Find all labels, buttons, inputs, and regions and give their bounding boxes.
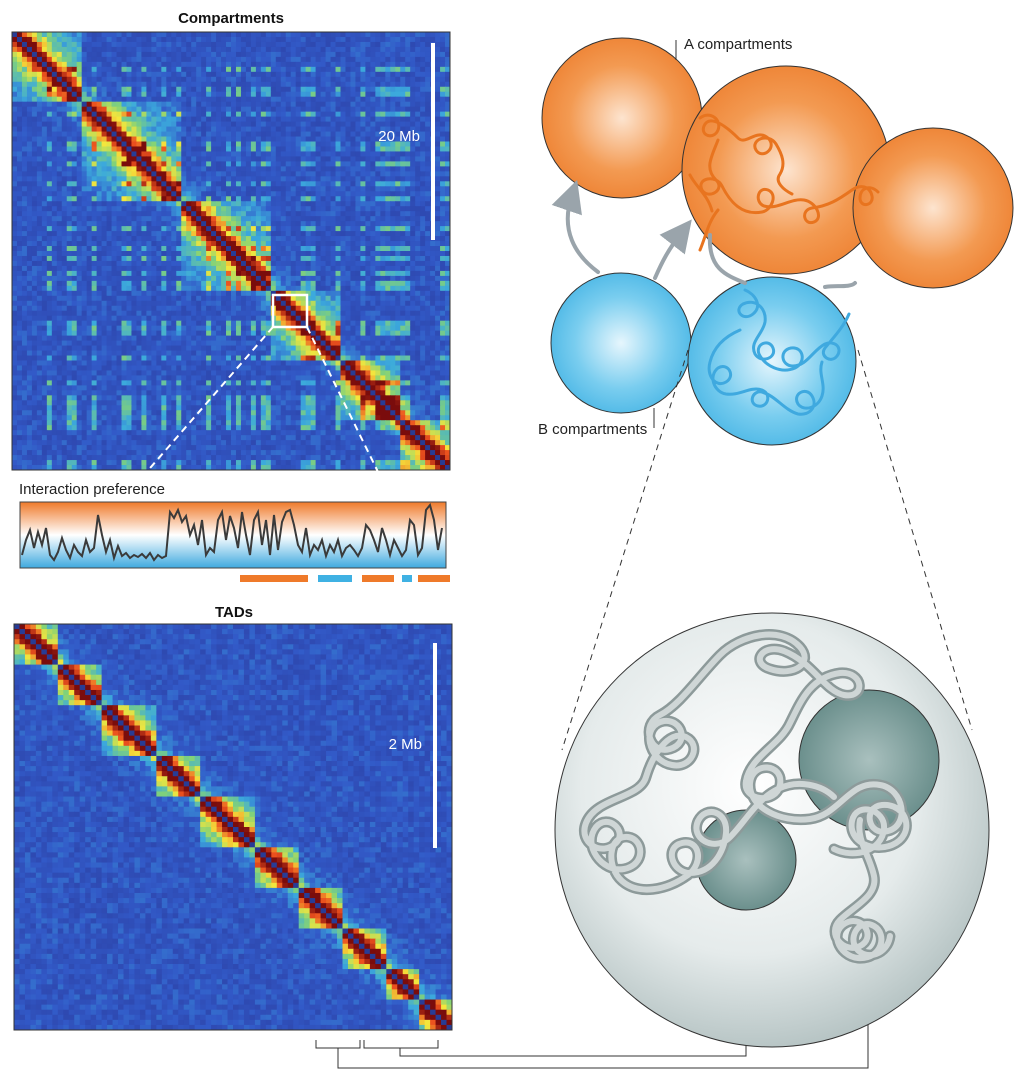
interaction-track-background — [19, 501, 447, 569]
compartments-scale-label: 20 Mb — [378, 128, 420, 145]
segment-a — [418, 575, 450, 582]
interaction-preference-title: Interaction preference — [19, 481, 165, 498]
segment-b — [318, 575, 352, 582]
a-compartment-sphere — [541, 37, 703, 199]
compartments-title: Compartments — [178, 10, 284, 27]
b-chromatin-fiber — [707, 288, 851, 416]
segment-a — [362, 575, 394, 582]
a-compartment-sphere — [681, 65, 891, 275]
segment-b — [402, 575, 412, 582]
compartments-heatmap — [12, 32, 450, 470]
tads-title: TADs — [215, 604, 253, 621]
interaction-track-line — [21, 502, 443, 562]
tads-scale-label: 2 Mb — [389, 736, 422, 753]
compartments-heatmap-frame — [11, 31, 451, 471]
a-compartments-label: A compartments — [684, 36, 792, 53]
zoom-box — [271, 293, 309, 329]
interaction-arrows — [551, 179, 857, 289]
zoom-guide-left — [14, 326, 274, 624]
chromatin-fiber — [578, 629, 912, 964]
tads-heatmap — [14, 624, 452, 1030]
b-compartment-sphere — [687, 276, 857, 446]
b-compartment-sphere — [550, 272, 692, 414]
segment-a — [240, 575, 308, 582]
nucleus-zoom-left — [561, 349, 689, 751]
tads-heatmap-frame — [13, 623, 453, 1031]
b-compartments-label: B compartments — [538, 421, 647, 438]
compartment-spheres — [541, 37, 1014, 446]
a-chromatin-fiber — [688, 113, 880, 252]
zoom-guide-right — [306, 326, 453, 624]
compartment-segments — [240, 575, 450, 582]
nucleus-zoom-right — [857, 349, 973, 731]
a-compartment-sphere — [852, 127, 1014, 289]
